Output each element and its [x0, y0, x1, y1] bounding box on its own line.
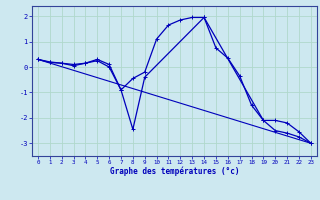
X-axis label: Graphe des températures (°c): Graphe des températures (°c) — [110, 167, 239, 176]
